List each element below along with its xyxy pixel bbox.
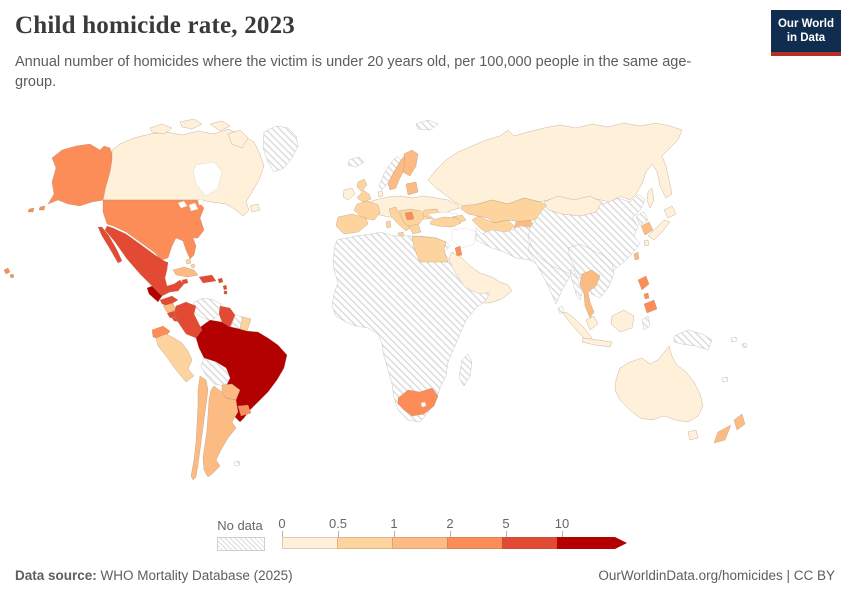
map-footer: Data source: WHO Mortality Database (202… bbox=[15, 568, 835, 583]
canadian-arctic-islands[interactable] bbox=[149, 118, 261, 213]
owid-logo-line1: Our World bbox=[777, 18, 834, 30]
country-cuba[interactable] bbox=[172, 266, 199, 278]
tasmania-island[interactable] bbox=[687, 429, 699, 441]
legend-bin-05-1[interactable] bbox=[337, 537, 393, 549]
legend-tickmark bbox=[562, 531, 563, 537]
country-mexico[interactable] bbox=[104, 225, 185, 297]
footer-divider: | bbox=[782, 568, 794, 583]
footer-right: OurWorldinData.org/homicides | CC BY bbox=[598, 568, 835, 583]
country-south-korea[interactable] bbox=[640, 221, 654, 236]
new-guinea-island[interactable] bbox=[673, 329, 713, 351]
country-thailand[interactable] bbox=[579, 269, 601, 319]
country-malaysia[interactable] bbox=[585, 315, 599, 331]
baja-california[interactable] bbox=[97, 226, 123, 264]
country-turkey[interactable] bbox=[429, 216, 462, 228]
country-colombia[interactable] bbox=[173, 301, 203, 339]
baltic-states[interactable] bbox=[405, 181, 419, 196]
country-united-states[interactable] bbox=[102, 199, 205, 261]
iberian-peninsula[interactable] bbox=[335, 213, 369, 235]
legend-tick-10: 10 bbox=[554, 516, 570, 531]
map-legend: No data 0 0.5 1 2 5 10 bbox=[0, 514, 850, 556]
country-uruguay[interactable] bbox=[237, 404, 252, 417]
legend-bin-10-plus[interactable] bbox=[557, 537, 627, 549]
datasource-line: Data source: WHO Mortality Database (202… bbox=[15, 568, 293, 583]
country-israel-jordan[interactable] bbox=[454, 245, 463, 257]
legend-tick-1: 1 bbox=[390, 516, 398, 531]
great-lakes bbox=[177, 198, 205, 212]
country-chile[interactable] bbox=[190, 375, 209, 481]
legend-tick-2: 2 bbox=[446, 516, 454, 531]
datasource-value: WHO Mortality Database (2025) bbox=[96, 568, 293, 583]
country-iceland[interactable] bbox=[347, 156, 365, 168]
country-jamaica[interactable] bbox=[181, 278, 189, 285]
country-serbia[interactable] bbox=[404, 211, 415, 221]
svalbard-islands[interactable] bbox=[415, 119, 439, 131]
country-finland[interactable] bbox=[402, 149, 419, 177]
falkland-islands[interactable] bbox=[233, 460, 241, 467]
legend-bin-1-2[interactable] bbox=[392, 537, 448, 549]
legend-no-data-label: No data bbox=[217, 518, 263, 533]
country-egypt[interactable] bbox=[411, 235, 449, 263]
owid-link[interactable]: OurWorldinData.org/homicides bbox=[598, 568, 783, 583]
hudson-bay bbox=[192, 161, 223, 197]
country-united-kingdom[interactable] bbox=[356, 178, 372, 203]
country-venezuela[interactable] bbox=[192, 297, 222, 322]
country-denmark[interactable] bbox=[377, 190, 384, 198]
pacific-islands[interactable] bbox=[721, 336, 748, 383]
iraq-syria-outline bbox=[451, 227, 477, 249]
legend-bin-2-5[interactable] bbox=[447, 537, 503, 549]
country-philippines[interactable] bbox=[637, 275, 658, 314]
country-taiwan[interactable] bbox=[633, 251, 640, 261]
legend-bin-0-05[interactable] bbox=[282, 537, 338, 549]
country-guatemala[interactable] bbox=[146, 285, 163, 303]
country-peru[interactable] bbox=[155, 333, 195, 383]
country-lesotho bbox=[420, 401, 427, 408]
page-subtitle: Annual number of homicides where the vic… bbox=[15, 54, 692, 90]
country-new-zealand[interactable] bbox=[713, 413, 746, 444]
legend-tick-0: 0 bbox=[278, 516, 286, 531]
aleutian-islands[interactable] bbox=[27, 205, 46, 213]
owid-logo[interactable]: Our World in Data bbox=[771, 10, 841, 56]
country-north-korea[interactable] bbox=[635, 211, 649, 226]
datasource-label: Data source: bbox=[15, 568, 97, 583]
country-sri-lanka[interactable] bbox=[557, 305, 565, 315]
legend-tick-5: 5 bbox=[502, 516, 510, 531]
country-south-africa[interactable] bbox=[397, 387, 439, 417]
sakhalin-island[interactable] bbox=[646, 187, 655, 209]
country-russia[interactable] bbox=[427, 122, 683, 211]
country-greenland[interactable] bbox=[262, 125, 299, 173]
caribbean-islands[interactable] bbox=[217, 277, 228, 295]
legend-tickmark bbox=[506, 531, 507, 537]
world-choropleth-map bbox=[3, 118, 748, 481]
country-france[interactable] bbox=[353, 200, 381, 221]
legend-tickmark bbox=[450, 531, 451, 537]
page-title: Child homicide rate, 2023 bbox=[15, 12, 295, 39]
legend-bin-5-10[interactable] bbox=[502, 537, 558, 549]
borneo-island[interactable] bbox=[610, 309, 635, 333]
legend-colorbar bbox=[282, 537, 626, 549]
owid-logo-line2: in Data bbox=[786, 32, 826, 45]
country-ireland[interactable] bbox=[342, 187, 356, 201]
country-kazakhstan[interactable] bbox=[460, 197, 549, 224]
country-guyana[interactable] bbox=[218, 305, 236, 328]
bahamas-islands[interactable] bbox=[185, 258, 196, 269]
legend-tickmark bbox=[394, 531, 395, 537]
sulawesi-island[interactable] bbox=[641, 315, 651, 331]
country-argentina[interactable] bbox=[202, 385, 239, 478]
country-mongolia[interactable] bbox=[543, 195, 603, 217]
country-madagascar[interactable] bbox=[458, 353, 473, 387]
country-french-guiana[interactable] bbox=[239, 316, 252, 332]
legend-tick-05: 0.5 bbox=[328, 516, 348, 531]
country-australia[interactable] bbox=[614, 345, 704, 423]
legend-tickmark bbox=[282, 531, 283, 537]
country-japan[interactable] bbox=[643, 205, 677, 247]
country-haiti-dominican-republic[interactable] bbox=[198, 274, 217, 284]
hawaii-islands[interactable] bbox=[3, 267, 15, 279]
legend-tickmark bbox=[338, 531, 339, 537]
sumatra-island[interactable] bbox=[562, 311, 593, 343]
java-island[interactable] bbox=[581, 337, 613, 348]
license-label: CC BY bbox=[793, 568, 835, 583]
legend-no-data-swatch[interactable] bbox=[217, 537, 265, 551]
